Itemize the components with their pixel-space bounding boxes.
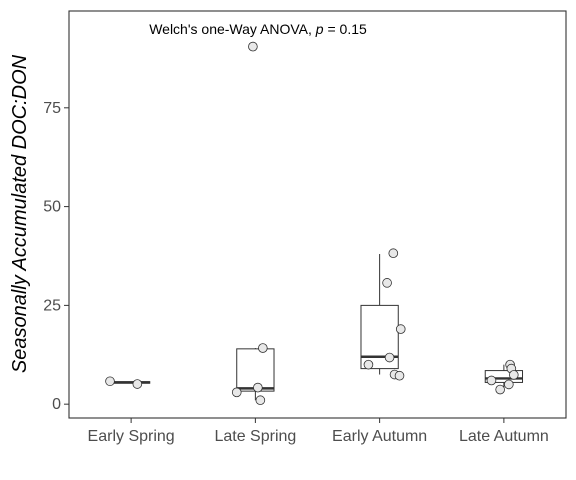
data-point-early-autumn (382, 278, 392, 288)
data-point-early-spring (132, 379, 143, 389)
box-late-autumn (484, 370, 524, 383)
y-tick-label-25: 25 (43, 297, 61, 314)
x-tick-label-early-spring: Early Spring (88, 428, 175, 445)
data-point-late-spring (253, 382, 263, 393)
data-point-late-spring (248, 41, 258, 52)
data-point-late-autumn (495, 384, 505, 395)
data-point-late-spring (255, 395, 266, 406)
data-point-early-autumn (394, 370, 405, 381)
y-tick-label-75: 75 (43, 100, 61, 117)
data-point-late-spring (231, 387, 242, 398)
data-point-early-autumn (388, 248, 399, 259)
y-tick-label-50: 50 (43, 199, 61, 216)
data-point-late-autumn (504, 379, 514, 390)
data-point-early-autumn (395, 324, 406, 334)
data-point-late-autumn (486, 375, 497, 386)
data-point-early-autumn (384, 352, 395, 363)
plot-panel-border (68, 10, 567, 419)
data-point-early-autumn (363, 359, 374, 370)
y-axis-label: Seasonally Accumulated DOC:DON (9, 54, 31, 373)
y-tick-label-0: 0 (52, 396, 61, 413)
x-tick-label-early-autumn: Early Autumn (332, 428, 427, 445)
data-point-late-autumn (509, 370, 519, 380)
x-tick-label-late-autumn: Late Autumn (459, 428, 549, 445)
x-tick-label-late-spring: Late Spring (214, 428, 296, 445)
anova-annotation: Welch's one-Way ANOVA, p = 0.15 (149, 21, 367, 37)
data-point-early-spring (105, 376, 115, 387)
data-point-late-spring (258, 343, 268, 353)
